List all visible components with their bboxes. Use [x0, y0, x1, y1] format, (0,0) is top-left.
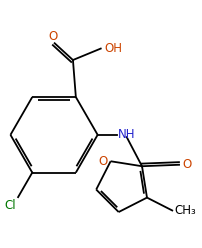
Text: CH₃: CH₃ [175, 204, 196, 217]
Text: Cl: Cl [4, 199, 16, 212]
Text: NH: NH [118, 128, 136, 141]
Text: O: O [98, 155, 107, 168]
Text: OH: OH [104, 42, 122, 55]
Text: O: O [182, 158, 191, 171]
Text: O: O [48, 30, 58, 43]
